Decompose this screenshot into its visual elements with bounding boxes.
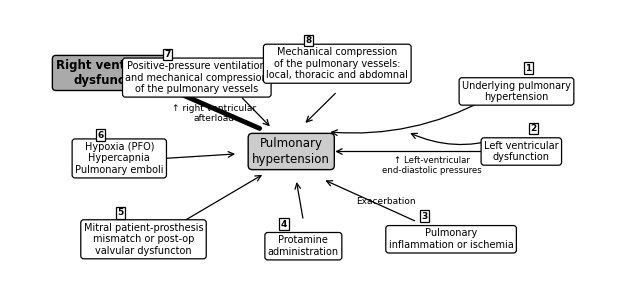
Text: Pulmonary
inflammation or ischemia: Pulmonary inflammation or ischemia	[389, 229, 514, 250]
Text: 1: 1	[526, 64, 532, 73]
Text: 4: 4	[281, 220, 287, 229]
Text: 5: 5	[117, 208, 123, 217]
Text: Left ventricular
dysfunction: Left ventricular dysfunction	[484, 141, 559, 162]
Text: Underlying pulmonary
hypertension: Underlying pulmonary hypertension	[462, 81, 571, 102]
Text: 8: 8	[305, 36, 311, 45]
Text: Hypoxia (PFO)
Hypercapnia
Pulmonary emboli: Hypoxia (PFO) Hypercapnia Pulmonary embo…	[75, 142, 164, 175]
Text: 6: 6	[98, 131, 104, 140]
Text: Pulmonary
hypertension: Pulmonary hypertension	[253, 137, 330, 166]
Text: 7: 7	[164, 50, 171, 59]
Text: Mechanical compression
of the pulmonary vessels:
local, thoracic and abdomnal: Mechanical compression of the pulmonary …	[266, 47, 408, 80]
Text: ↑ right ventricular
afterload: ↑ right ventricular afterload	[172, 104, 256, 123]
Text: Exacerbation: Exacerbation	[356, 197, 416, 206]
Text: Mitral patient-prosthesis
mismatch or post-op
valvular dysfuncton: Mitral patient-prosthesis mismatch or po…	[84, 223, 203, 256]
Text: 3: 3	[421, 212, 428, 221]
Text: Protamine
administration: Protamine administration	[268, 236, 339, 257]
Text: Right ventricular
dysfunction: Right ventricular dysfunction	[56, 59, 168, 87]
Text: 2: 2	[530, 124, 536, 133]
Text: ↑ Left-ventricular
end-diastolic pressures: ↑ Left-ventricular end-diastolic pressur…	[382, 156, 482, 175]
Text: Positive-pressure ventilation
and mechanical compression
of the pulmonary vessel: Positive-pressure ventilation and mechan…	[126, 61, 268, 94]
